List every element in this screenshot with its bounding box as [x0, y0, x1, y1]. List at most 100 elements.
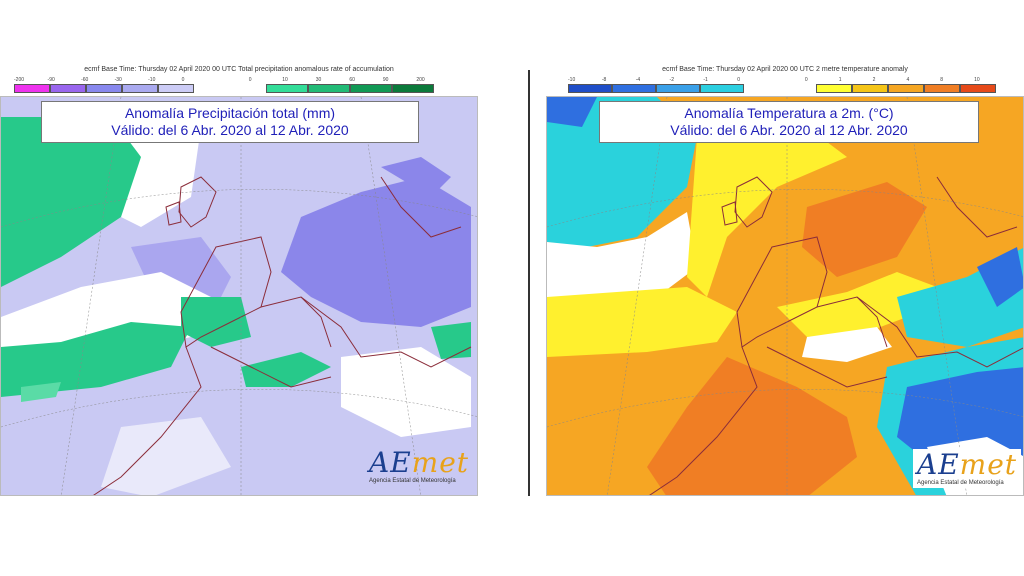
mild-zone-atlantic	[547, 287, 737, 357]
coast-britain	[734, 176, 773, 228]
scale-tick: 2	[872, 77, 876, 83]
wet-zone-algeria	[241, 352, 331, 387]
logo-ae: AE	[369, 446, 412, 479]
neutral-zone-southwest	[101, 417, 231, 495]
logo-ae: AE	[917, 448, 960, 481]
scale-tick: 4	[906, 77, 910, 83]
coast-africa-north	[210, 346, 332, 388]
scale-swatch	[158, 84, 194, 93]
coast-africa-west	[93, 346, 202, 495]
scale-swatch	[924, 84, 960, 93]
logo-met: met	[411, 446, 470, 479]
scale-tick: 10	[974, 77, 980, 83]
scale-swatch	[50, 84, 86, 93]
neutral-zone-ocean	[547, 212, 697, 307]
scale-tick: 8	[940, 77, 944, 83]
temperature-map: Anomalía Temperatura a 2m. (°C) Válido: …	[546, 96, 1024, 496]
panel-divider	[528, 70, 530, 496]
scale-swatch	[816, 84, 852, 93]
wet-zone-east	[431, 322, 471, 359]
scale-tick: 30	[315, 77, 322, 83]
aemet-logo-mark: AEmet	[369, 449, 469, 477]
coast-ireland	[165, 201, 182, 226]
graticule-meridian	[360, 97, 421, 495]
scale-swatch	[86, 84, 122, 93]
graticule-parallel	[547, 389, 1023, 428]
scale-tick: -10	[148, 77, 156, 83]
aemet-logo-mark: AEmet	[917, 451, 1017, 479]
scale-tick: 90	[382, 77, 389, 83]
scale-tick: -90	[47, 77, 55, 83]
scale-tick: 0	[248, 77, 252, 83]
precipitation-scale-ticks: -200 -90 -60 -30 -10 0 0 10 30 60 90 200	[14, 77, 450, 83]
precipitation-color-scale: -200 -90 -60 -30 -10 0 0 10 30 60 90 200	[14, 77, 450, 93]
wet-zone-iberia	[181, 297, 251, 347]
precipitation-map: Anomalía Precipitación total (mm) Válido…	[0, 96, 478, 496]
scale-tick: 200	[416, 77, 425, 83]
coast-africa-west	[649, 346, 758, 495]
scale-swatch	[122, 84, 158, 93]
temperature-title-line1: Anomalía Temperatura a 2m. (°C)	[684, 105, 894, 121]
scale-swatch	[888, 84, 924, 93]
scale-tick: 1	[838, 77, 842, 83]
precipitation-map-header: ecmf Base Time: Thursday 02 April 2020 0…	[84, 66, 394, 73]
scale-positive-swatches	[266, 84, 434, 93]
scale-tick: 60	[349, 77, 355, 83]
wet-zone-small	[21, 382, 61, 402]
temperature-map-panel: ecmf Base Time: Thursday 02 April 2020 0…	[546, 64, 1024, 496]
precipitation-map-panel: ecmf Base Time: Thursday 02 April 2020 0…	[0, 64, 478, 496]
aemet-logo-subtitle: Agencia Estatal de Meteorología	[917, 480, 1004, 486]
coast-scandinavia	[380, 176, 462, 238]
coast-scandinavia	[936, 176, 1018, 238]
neutral-zone-mediterranean	[802, 327, 892, 362]
scale-tick: 10	[282, 77, 288, 83]
scale-tick: 0	[737, 77, 740, 83]
scale-tick: -1	[703, 77, 708, 83]
scale-tick: -60	[81, 77, 89, 83]
coast-france-iberia	[180, 236, 272, 348]
scale-swatch	[14, 84, 50, 93]
scale-tick: 0	[804, 77, 808, 83]
scale-gap	[194, 84, 266, 93]
scale-negative-swatches	[14, 84, 194, 93]
coast-ireland	[721, 201, 738, 226]
hot-zone-north-africa	[647, 357, 857, 495]
hot-zone-central-europe	[802, 182, 927, 277]
scale-tick: -10	[568, 77, 576, 83]
graticule-meridian	[906, 97, 967, 495]
scale-tick	[771, 77, 805, 83]
very-cold-zone-turkey	[977, 247, 1023, 307]
aemet-logo-right: AEmet Agencia Estatal de Meteorología	[913, 449, 1022, 488]
scale-swatch	[700, 84, 744, 93]
aemet-logo-left: AEmet Agencia Estatal de Meteorología	[369, 449, 469, 485]
coast-italy	[856, 296, 888, 348]
graticule-lines	[547, 97, 1023, 495]
temperature-scale-ticks: -10 -8 -4 -2 -1 0 0 1 2 4 8 10	[568, 77, 1008, 83]
precipitation-title-line2: Válido: del 6 Abr. 2020 al 12 Abr. 2020	[111, 122, 349, 138]
aemet-logo-subtitle: Agencia Estatal de Meteorología	[369, 478, 456, 484]
scale-swatch	[656, 84, 700, 93]
graticule-parallel	[547, 189, 1023, 228]
scale-swatch	[392, 84, 434, 93]
mild-zone-west-europe	[687, 127, 847, 297]
graticule-meridian	[607, 97, 668, 495]
temperature-title-line2: Válido: del 6 Abr. 2020 al 12 Abr. 2020	[670, 122, 908, 138]
very-cold-zone-northwest	[547, 97, 597, 127]
scale-swatch	[612, 84, 656, 93]
temperature-map-title: Anomalía Temperatura a 2m. (°C) Válido: …	[599, 101, 979, 143]
scale-swatch	[960, 84, 996, 93]
precipitation-map-graphic	[1, 97, 477, 495]
scale-swatch	[308, 84, 350, 93]
scale-swatch	[852, 84, 888, 93]
scale-swatch	[568, 84, 612, 93]
mild-zone-mediterranean	[777, 272, 937, 337]
scale-tick: -200	[14, 77, 25, 83]
dry-zone-north	[381, 157, 451, 197]
precipitation-map-title: Anomalía Precipitación total (mm) Válido…	[41, 101, 419, 143]
coastline-lines	[93, 176, 472, 495]
graticule-parallel	[1, 189, 477, 228]
graticule-lines	[1, 97, 477, 495]
wet-zone-northatlantic	[1, 117, 141, 287]
precipitation-title-line1: Anomalía Precipitación total (mm)	[124, 105, 336, 121]
scale-tick: -8	[601, 77, 607, 83]
